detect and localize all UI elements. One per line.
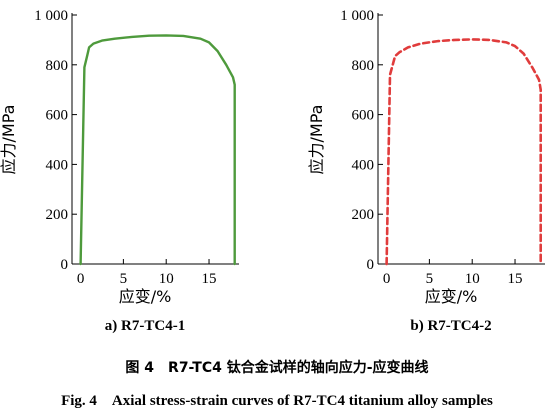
x-tick-label: 0 <box>77 271 85 287</box>
figure-caption-english: Fig. 4 Axial stress-strain curves of R7-… <box>61 393 493 409</box>
x-tick-label: 15 <box>202 271 217 287</box>
series-line-1 <box>385 38 543 266</box>
panel-label: a) R7-TC4-1 <box>105 318 185 334</box>
chart-panel-2: 0 200 400 600 800 1 000 0 5 10 15 应变/% 应力/MPa b) R7-… <box>307 8 545 334</box>
x-tick-label: 5 <box>426 271 434 287</box>
x-tick-label: 10 <box>159 271 174 287</box>
x-axis-label: 应变/% <box>119 287 172 306</box>
y-tick-label: 400 <box>352 157 375 173</box>
chart-panel-1: 0 200 400 600 800 1 000 0 5 10 15 应变/% 应力/MPa a) R7-… <box>0 8 239 334</box>
panel-label: b) R7-TC4-2 <box>410 318 491 334</box>
y-tick-label: 800 <box>46 58 69 74</box>
y-axis-label: 应力/MPa <box>0 105 18 175</box>
y-tick-label: 400 <box>46 157 69 173</box>
y-tick-label: 1 000 <box>34 8 68 24</box>
y-tick-label: 600 <box>352 108 375 124</box>
y-tick-label: 200 <box>352 207 375 223</box>
x-axis-label: 应变/% <box>425 287 478 306</box>
y-tick-label: 1 000 <box>340 8 374 24</box>
x-tick-label: 5 <box>120 271 128 287</box>
figure-caption-chinese: 图 4 R7-TC4 钛合金试样的轴向应力-应变曲线 <box>125 360 429 376</box>
series-line-1 <box>79 34 236 266</box>
y-tick-label: 800 <box>352 58 375 74</box>
x-tick-label: 0 <box>383 271 391 287</box>
y-tick-label: 0 <box>367 257 375 273</box>
y-axis-label: 应力/MPa <box>307 105 326 175</box>
figure-charts: 0 200 400 600 800 1 000 0 5 10 15 应变/% 应力/MPa a) R7-… <box>0 8 545 334</box>
y-tick-label: 0 <box>61 257 69 273</box>
x-tick-label: 15 <box>508 271 523 287</box>
y-tick-label: 600 <box>46 108 69 124</box>
y-tick-label: 200 <box>46 207 69 223</box>
x-tick-label: 10 <box>465 271 480 287</box>
